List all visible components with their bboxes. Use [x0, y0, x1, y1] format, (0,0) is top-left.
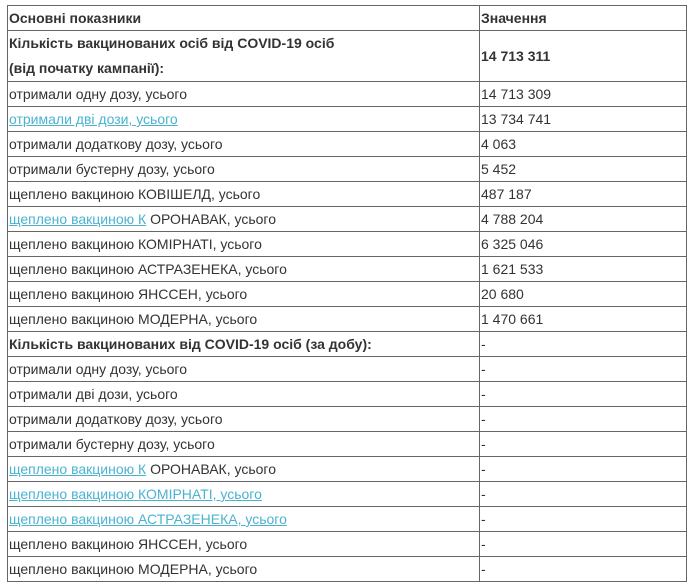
row-label: щеплено вакциною АСТРАЗЕНЕКА, усього [7, 256, 480, 282]
row-label: щеплено вакциною МОДЕРНА, усього [7, 556, 480, 582]
row-label: отримали бустерну дозу, усього [7, 156, 480, 182]
table-row: щеплено вакциною МОДЕРНА, усього 1 470 66… [7, 306, 687, 332]
table-row: щеплено вакциною ЯНССЕН, усього 20 680 [7, 281, 687, 307]
table-row: отримали дві дози, усього 13 734 741 [7, 106, 687, 132]
row-link[interactable]: щеплено вакциною КОМІРНАТІ, усього [9, 486, 262, 502]
row-value: 4 063 [479, 131, 687, 157]
row-text: ОРОНАВАК, усього [146, 211, 276, 227]
table-row: щеплено вакциною К ОРОНАВАК, усього - [7, 456, 687, 482]
table-row: отримали одну дозу, усього 14 713 309 [7, 81, 687, 107]
header-value: Значення [479, 5, 687, 31]
row-text: ОРОНАВАК, усього [146, 461, 276, 477]
row-value: - [479, 381, 687, 407]
vaccination-table: Основні показники Значення Кількість вак… [7, 5, 687, 582]
table-row: отримали одну дозу, усього - [7, 356, 687, 382]
header-row: Основні показники Значення [7, 5, 687, 31]
label-line: (від початку кампанії): [9, 60, 165, 76]
row-label: щеплено вакциною К ОРОНАВАК, усього [7, 206, 480, 232]
table-row: отримали бустерну дозу, усього 5 452 [7, 156, 687, 182]
row-label: щеплено вакциною АСТРАЗЕНЕКА, усього [7, 506, 480, 532]
row-value: - [479, 531, 687, 557]
row-label: отримали одну дозу, усього [7, 356, 480, 382]
table-row: отримали додаткову дозу, усього 4 063 [7, 131, 687, 157]
row-link[interactable]: щеплено вакциною АСТРАЗЕНЕКА, усього [9, 511, 287, 527]
row-value: - [479, 356, 687, 382]
daily-total-label: Кількість вакцинованих від COVID-19 осіб… [7, 331, 480, 357]
row-text: отримали одну дозу, усього [9, 361, 188, 377]
row-link[interactable]: щеплено вакциною К [9, 461, 147, 477]
row-value: - [479, 431, 687, 457]
row-value: - [479, 506, 687, 532]
row-value: 1 621 533 [479, 256, 687, 282]
table-row: щеплено вакциною К ОРОНАВАК, усього 4 788… [7, 206, 687, 232]
row-value: 4 788 204 [479, 206, 687, 232]
row-link[interactable]: отримали дві дози, усього [9, 111, 178, 127]
row-text: отримали одну дозу, усього [9, 86, 188, 102]
row-text: щеплено вакциною КОВІШЕЛД, усього [9, 186, 261, 202]
row-text: отримали додаткову дозу, усього [9, 411, 223, 427]
row-label: отримали додаткову дозу, усього [7, 131, 480, 157]
row-text: отримали бустерну дозу, усього [9, 161, 215, 177]
row-text: щеплено вакциною КОМІРНАТІ, усього [9, 236, 262, 252]
table-row: щеплено вакциною КОВІШЕЛД, усього 487 187 [7, 181, 687, 207]
row-text: щеплено вакциною МОДЕРНА, усього [9, 561, 258, 577]
row-label: щеплено вакциною К ОРОНАВАК, усього [7, 456, 480, 482]
row-value: 5 452 [479, 156, 687, 182]
table-row: отримали бустерну дозу, усього - [7, 431, 687, 457]
table-row: щеплено вакциною ЯНССЕН, усього - [7, 531, 687, 557]
campaign-total-row: Кількість вакцинованих осіб від COVID-19… [7, 30, 687, 82]
table-row: щеплено вакциною КОМІРНАТІ, усього - [7, 481, 687, 507]
table-row: щеплено вакциною МОДЕРНА, усього - [7, 556, 687, 582]
row-value: 6 325 046 [479, 231, 687, 257]
table-row: щеплено вакциною АСТРАЗЕНЕКА, усього 1 62… [7, 256, 687, 282]
row-text: щеплено вакциною АСТРАЗЕНЕКА, усього [9, 261, 287, 277]
campaign-total-label: Кількість вакцинованих осіб від COVID-19… [7, 30, 480, 82]
table-row: щеплено вакциною АСТРАЗЕНЕКА, усього - [7, 506, 687, 532]
row-text: щеплено вакциною ЯНССЕН, усього [9, 536, 248, 552]
row-value: 1 470 661 [479, 306, 687, 332]
row-label: щеплено вакциною ЯНССЕН, усього [7, 281, 480, 307]
label-line: Кількість вакцинованих осіб від COVID-19… [9, 35, 335, 51]
row-label: щеплено вакциною КОМІРНАТІ, усього [7, 231, 480, 257]
table-row: отримали дві дози, усього - [7, 381, 687, 407]
row-value: - [479, 406, 687, 432]
row-label: отримали дві дози, усього [7, 381, 480, 407]
row-value: - [479, 481, 687, 507]
row-text: отримали дві дози, усього [9, 386, 178, 402]
row-label: щеплено вакциною МОДЕРНА, усього [7, 306, 480, 332]
row-label: щеплено вакциною ЯНССЕН, усього [7, 531, 480, 557]
row-label: отримали одну дозу, усього [7, 81, 480, 107]
row-value: 13 734 741 [479, 106, 687, 132]
daily-total-row: Кількість вакцинованих від COVID-19 осіб… [7, 331, 687, 357]
row-value: 14 713 309 [479, 81, 687, 107]
row-value: 487 187 [479, 181, 687, 207]
campaign-total-value: 14 713 311 [479, 30, 687, 82]
row-text: щеплено вакциною ЯНССЕН, усього [9, 286, 248, 302]
row-label: щеплено вакциною КОМІРНАТІ, усього [7, 481, 480, 507]
row-label: отримали додаткову дозу, усього [7, 406, 480, 432]
row-value: 20 680 [479, 281, 687, 307]
row-label: щеплено вакциною КОВІШЕЛД, усього [7, 181, 480, 207]
table-row: отримали додаткову дозу, усього - [7, 406, 687, 432]
table-row: щеплено вакциною КОМІРНАТІ, усього 6 325 … [7, 231, 687, 257]
header-indicator: Основні показники [7, 5, 480, 31]
daily-total-value: - [479, 331, 687, 357]
row-value: - [479, 556, 687, 582]
row-link[interactable]: щеплено вакциною К [9, 211, 147, 227]
row-text: щеплено вакциною МОДЕРНА, усього [9, 311, 258, 327]
row-text: отримали бустерну дозу, усього [9, 436, 215, 452]
row-value: - [479, 456, 687, 482]
row-text: отримали додаткову дозу, усього [9, 136, 223, 152]
row-label: отримали бустерну дозу, усього [7, 431, 480, 457]
row-label: отримали дві дози, усього [7, 106, 480, 132]
